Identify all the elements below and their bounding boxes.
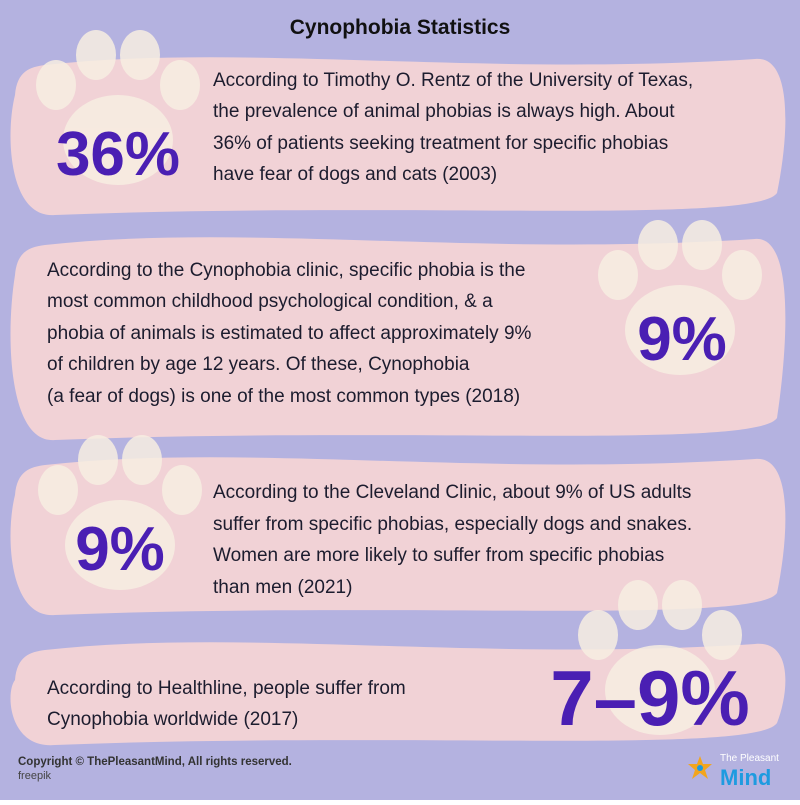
card-text-line: than men (2021) [213, 577, 352, 598]
stat-figure: 9% [75, 515, 165, 584]
paw-toe [38, 465, 78, 515]
paw-toe [122, 435, 162, 485]
card-text-line: According to Timothy O. Rentz of the Uni… [213, 70, 693, 91]
paw-toe [638, 220, 678, 270]
card-text-line: According to the Cleveland Clinic, about… [213, 482, 691, 503]
copyright: Copyright © ThePleasantMind, All rights … [18, 756, 292, 768]
stat-figure: 36% [56, 120, 180, 189]
card-text-line: Cynophobia worldwide (2017) [47, 709, 298, 730]
stat-figure: 9% [637, 305, 727, 374]
paw-toe [36, 60, 76, 110]
card-text-line: (a fear of dogs) is one of the most comm… [47, 386, 520, 407]
paw-toe [702, 610, 742, 660]
card-background [10, 57, 786, 216]
logo-icon [688, 756, 712, 779]
card-text-line: of children by age 12 years. Of these, C… [47, 354, 470, 375]
title: Cynophobia Statistics [290, 16, 511, 39]
paw-toe [662, 580, 702, 630]
card-text-line: the prevalence of animal phobias is alwa… [213, 101, 675, 122]
card-text-line: have fear of dogs and cats (2003) [213, 164, 497, 185]
paw-print [36, 30, 200, 185]
card-text-line: According to the Cynophobia clinic, spec… [47, 260, 525, 281]
logo-top: The Pleasant [720, 753, 779, 764]
card-text-line: most common childhood psychological cond… [47, 291, 493, 312]
stat-figure: 7–9% [550, 654, 750, 742]
card-text-line: phobia of animals is estimated to affect… [47, 323, 532, 344]
paw-toe [162, 465, 202, 515]
stat-card: 9% According to the Cleveland Clinic, abo… [10, 435, 786, 616]
card-background [10, 642, 786, 746]
paw-print [578, 580, 742, 735]
paw-toe [120, 30, 160, 80]
paw-toe [76, 30, 116, 80]
paw-toe [598, 250, 638, 300]
stat-card: 7–9% According to Healthline, people suff… [10, 580, 786, 746]
paw-pad [65, 500, 175, 590]
paw-toe [722, 250, 762, 300]
card-text-line: 36% of patients seeking treatment for sp… [213, 133, 668, 154]
card-text-line: Women are more likely to suffer from spe… [213, 545, 664, 566]
paw-pad [63, 95, 173, 185]
paw-toe [618, 580, 658, 630]
logo: The Pleasant Mind [688, 753, 779, 790]
card-background [10, 457, 786, 616]
stat-card: 36% According to Timothy O. Rentz of the … [10, 30, 786, 216]
paw-toe [578, 610, 618, 660]
paw-toe [682, 220, 722, 270]
paw-pad [605, 645, 715, 735]
paw-toe [78, 435, 118, 485]
paw-print [598, 220, 762, 375]
card-background [10, 237, 786, 441]
cards: 36% According to Timothy O. Rentz of the … [10, 30, 786, 746]
stat-card: 9% According to the Cynophobia clinic, sp… [10, 220, 786, 441]
paw-toe [160, 60, 200, 110]
paw-pad [625, 285, 735, 375]
card-text-line: suffer from specific phobias, especially… [213, 514, 692, 535]
credit: freepik [18, 770, 52, 782]
card-text-line: According to Healthline, people suffer f… [47, 678, 406, 699]
paw-print [38, 435, 202, 590]
logo-bottom: Mind [720, 765, 771, 790]
